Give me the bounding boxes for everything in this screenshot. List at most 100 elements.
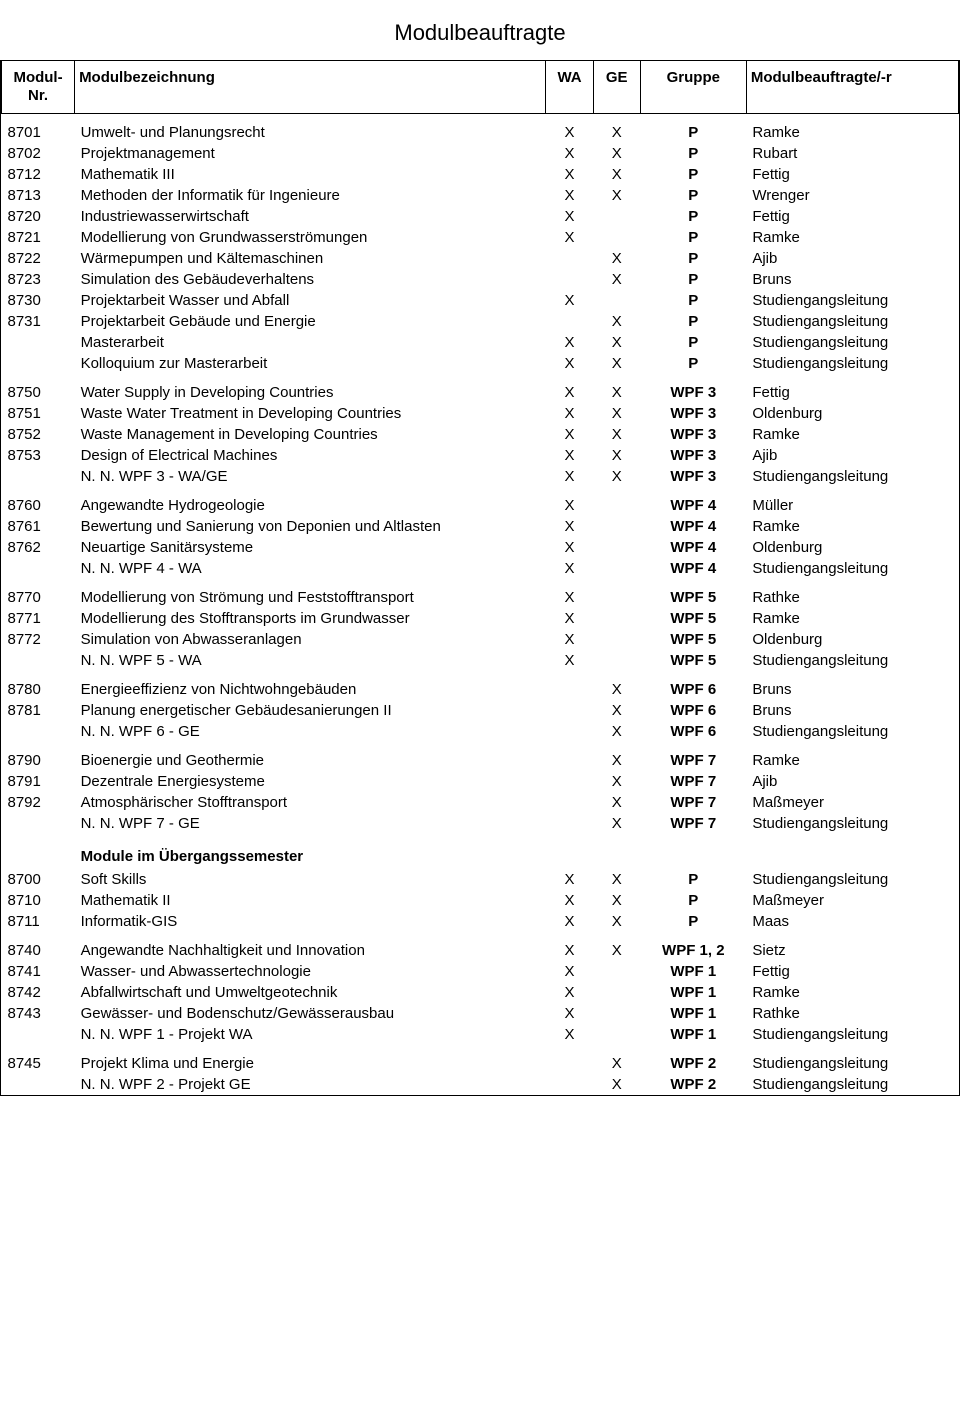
cell-mb: Studiengangsleitung (746, 813, 958, 834)
cell-mb: Studiengangsleitung (746, 558, 958, 579)
cell-nr: 8762 (2, 537, 75, 558)
cell-gruppe: WPF 5 (640, 608, 746, 629)
cell-bez: Projektmanagement (75, 143, 546, 164)
cell-mb: Oldenburg (746, 537, 958, 558)
cell-nr: 8751 (2, 403, 75, 424)
cell-ge: X (593, 445, 640, 466)
cell-ge: X (593, 742, 640, 771)
cell-nr: 8700 (2, 869, 75, 890)
cell-bez: Angewandte Hydrogeologie (75, 487, 546, 516)
cell-wa (546, 792, 593, 813)
cell-wa: X (546, 516, 593, 537)
cell-wa: X (546, 353, 593, 374)
table-row: 8731Projektarbeit Gebäude und EnergieXPS… (2, 311, 959, 332)
cell-mb: Ramke (746, 516, 958, 537)
cell-nr: 8702 (2, 143, 75, 164)
table-row: 8780Energieeffizienz von Nichtwohngebäud… (2, 671, 959, 700)
cell-ge: X (593, 143, 640, 164)
cell-mb: Ramke (746, 227, 958, 248)
table-row: 8722Wärmepumpen und KältemaschinenXPAjib (2, 248, 959, 269)
cell-ge: X (593, 374, 640, 403)
cell-bez: Atmosphärischer Stofftransport (75, 792, 546, 813)
cell-wa: X (546, 579, 593, 608)
table-row: N. N. WPF 5 - WAXWPF 5Studiengangsleitun… (2, 650, 959, 671)
cell-ge: X (593, 700, 640, 721)
cell-ge: X (593, 403, 640, 424)
cell-mb: Ramke (746, 114, 958, 144)
table-row: 8741Wasser- und AbwassertechnologieXWPF … (2, 961, 959, 982)
cell-nr: 8720 (2, 206, 75, 227)
cell-nr: 8761 (2, 516, 75, 537)
table-row: 8751Waste Water Treatment in Developing … (2, 403, 959, 424)
cell-bez: Abfallwirtschaft und Umweltgeotechnik (75, 982, 546, 1003)
cell-gruppe: WPF 4 (640, 537, 746, 558)
cell-mb: Studiengangsleitung (746, 869, 958, 890)
cell-gruppe: WPF 4 (640, 487, 746, 516)
col-gruppe: Gruppe (640, 61, 746, 114)
cell-nr (2, 834, 75, 869)
cell-bez: Planung energetischer Gebäudesanierungen… (75, 700, 546, 721)
cell-mb: Ajib (746, 248, 958, 269)
cell-nr: 8792 (2, 792, 75, 813)
cell-bez: Masterarbeit (75, 332, 546, 353)
cell-mb: Studiengangsleitung (746, 466, 958, 487)
cell-nr (2, 1074, 75, 1095)
cell-ge (593, 1003, 640, 1024)
table-row: 8720IndustriewasserwirtschaftXPFettig (2, 206, 959, 227)
cell-mb: Ramke (746, 424, 958, 445)
cell-bez: N. N. WPF 7 - GE (75, 813, 546, 834)
col-bez: Modulbezeichnung (75, 61, 546, 114)
cell-gruppe: WPF 4 (640, 558, 746, 579)
cell-wa: X (546, 206, 593, 227)
cell-gruppe: WPF 2 (640, 1074, 746, 1095)
table-row: 8781Planung energetischer Gebäudesanieru… (2, 700, 959, 721)
cell-mb: Maas (746, 911, 958, 932)
table-row: 8792Atmosphärischer StofftransportXWPF 7… (2, 792, 959, 813)
cell-nr (2, 721, 75, 742)
cell-gruppe: WPF 3 (640, 424, 746, 445)
cell-mb: Studiengangsleitung (746, 332, 958, 353)
cell-wa: X (546, 650, 593, 671)
cell-gruppe: WPF 5 (640, 650, 746, 671)
table-row: 8791Dezentrale EnergiesystemeXWPF 7Ajib (2, 771, 959, 792)
cell-mb: Maßmeyer (746, 792, 958, 813)
cell-ge: X (593, 792, 640, 813)
cell-ge: X (593, 1045, 640, 1074)
table-row: 8750Water Supply in Developing Countries… (2, 374, 959, 403)
table-row: N. N. WPF 1 - Projekt WAXWPF 1Studiengan… (2, 1024, 959, 1045)
cell-gruppe: WPF 7 (640, 813, 746, 834)
cell-bez: Industriewasserwirtschaft (75, 206, 546, 227)
cell-bez: Gewässer- und Bodenschutz/Gewässerausbau (75, 1003, 546, 1024)
cell-wa (546, 269, 593, 290)
cell-ge (593, 206, 640, 227)
cell-wa: X (546, 466, 593, 487)
cell-wa (546, 311, 593, 332)
cell-bez: N. N. WPF 6 - GE (75, 721, 546, 742)
cell-bez: Wasser- und Abwassertechnologie (75, 961, 546, 982)
table-row: N. N. WPF 7 - GEXWPF 7Studiengangsleitun… (2, 813, 959, 834)
table-row: 8702ProjektmanagementXXPRubart (2, 143, 959, 164)
cell-nr: 8753 (2, 445, 75, 466)
table-row: 8721Modellierung von Grundwasserströmung… (2, 227, 959, 248)
cell-nr (2, 353, 75, 374)
cell-nr: 8723 (2, 269, 75, 290)
cell-wa (546, 771, 593, 792)
cell-gruppe: P (640, 332, 746, 353)
cell-gruppe: WPF 4 (640, 516, 746, 537)
cell-mb: Bruns (746, 700, 958, 721)
cell-mb: Bruns (746, 269, 958, 290)
cell-mb: Fettig (746, 164, 958, 185)
cell-mb: Rathke (746, 579, 958, 608)
cell-mb: Rubart (746, 143, 958, 164)
cell-ge: X (593, 466, 640, 487)
cell-nr: 8781 (2, 700, 75, 721)
table-row: 8700Soft SkillsXXPStudiengangsleitung (2, 869, 959, 890)
cell-ge (593, 608, 640, 629)
table-row: N. N. WPF 6 - GEXWPF 6Studiengangsleitun… (2, 721, 959, 742)
cell-ge: X (593, 185, 640, 206)
cell-gruppe: WPF 5 (640, 579, 746, 608)
col-nr: Modul- Nr. (2, 61, 75, 114)
cell-mb: Maßmeyer (746, 890, 958, 911)
cell-bez: Water Supply in Developing Countries (75, 374, 546, 403)
cell-mb: Ramke (746, 608, 958, 629)
